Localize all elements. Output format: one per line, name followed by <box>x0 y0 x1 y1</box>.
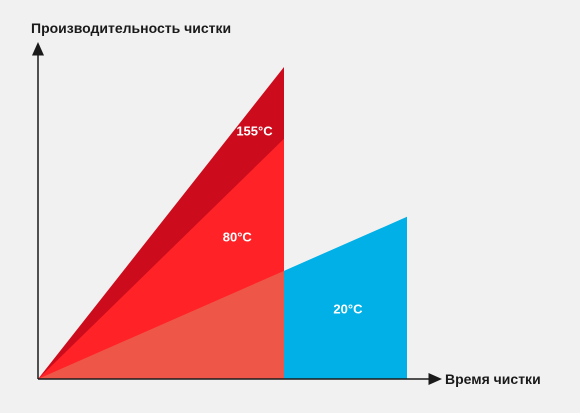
chart-areas <box>38 67 407 379</box>
label-80c: 80°C <box>223 230 253 245</box>
y-axis-label: Производительность чистки <box>31 20 231 36</box>
area-20c <box>284 216 407 379</box>
area-overlap <box>38 270 284 379</box>
chart-region-labels: 155°C 80°C 20°C <box>223 124 363 317</box>
x-axis-label: Время чистки <box>445 371 541 387</box>
label-155c: 155°C <box>236 124 273 139</box>
label-20c: 20°C <box>333 301 363 316</box>
